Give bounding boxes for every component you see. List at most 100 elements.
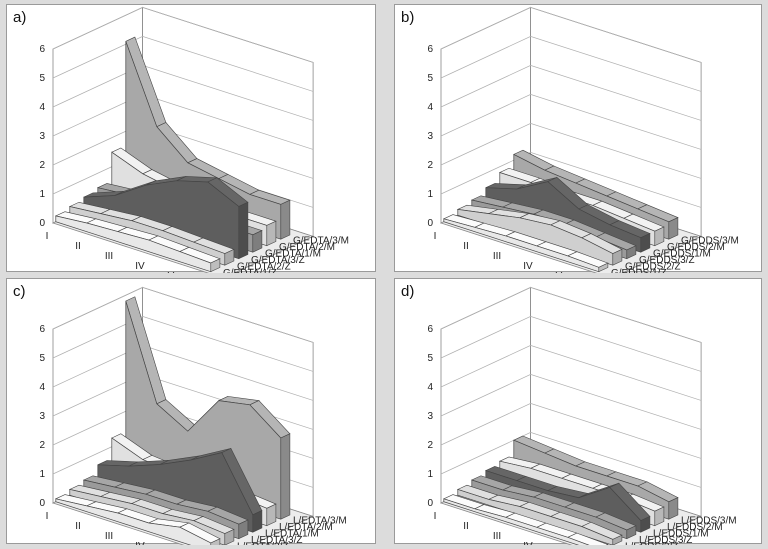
panel-label-c: c) <box>13 283 26 300</box>
series-label: G/EDTA/3/M <box>293 235 349 246</box>
x-tick-label: I <box>46 231 49 242</box>
y-tick-label: 1 <box>427 469 433 480</box>
y-tick-label: 6 <box>39 44 45 55</box>
y-tick-label: 6 <box>39 324 45 335</box>
ribbon-end <box>224 248 235 266</box>
y-tick-label: 1 <box>427 189 433 200</box>
series-label: L/EDDS/3/M <box>681 515 737 526</box>
ribbon-front <box>55 498 212 545</box>
series-label: L/EDDS/2/M <box>667 522 723 533</box>
ribbon-end <box>640 233 651 253</box>
chart-a-plot: 0123456IIIIIIIVVVIG/EDTA/1/ZG/EDTA/2/ZG/… <box>39 6 349 273</box>
ribbon-end <box>238 201 249 260</box>
chart-panel-d: d) 0123456IIIIIIIVVVIL/EDDS/1/ZL/EDDS/2/… <box>394 278 762 545</box>
gridline <box>52 287 314 343</box>
series-label: G/EDDS/1/M <box>653 248 711 259</box>
series-label: G/EDDS/2/Z <box>625 261 681 272</box>
ribbon-end <box>626 245 637 260</box>
ribbon-end <box>266 220 277 247</box>
series-label: G/EDDS/2/M <box>667 242 725 253</box>
series-label: G/EDTA/2/Z <box>237 261 291 272</box>
series-label: L/EDTA/3/Z <box>251 535 303 545</box>
y-tick-label: 4 <box>39 382 45 393</box>
gridline <box>440 403 702 459</box>
ribbon-end <box>252 510 263 533</box>
y-ticks: 0 1 2 3 4 5 6 <box>427 324 433 509</box>
gridlines <box>440 287 702 488</box>
series-g-edds-1-z <box>442 214 609 273</box>
ribbons <box>442 435 679 545</box>
series-label: L/EDTA/2/M <box>279 522 333 533</box>
x-tick-label: I <box>434 231 437 242</box>
ribbon-end <box>210 258 221 273</box>
ribbon-end <box>598 262 609 273</box>
y-tick-label: 0 <box>39 498 45 509</box>
ribbons <box>54 36 291 273</box>
y-tick-label: 2 <box>39 160 45 171</box>
gridline <box>440 65 702 121</box>
gridline <box>440 374 702 430</box>
gridline <box>440 36 702 92</box>
ribbon-end <box>280 199 291 240</box>
ribbon-end <box>612 248 623 266</box>
series-labels: G/EDDS/1/ZG/EDDS/2/ZG/EDDS/3/ZG/EDDS/1/M… <box>611 235 739 273</box>
y-tick-label: 4 <box>427 102 433 113</box>
gridline <box>52 36 314 92</box>
ribbon-front <box>443 498 590 545</box>
series-l-edds-1-z <box>442 494 609 545</box>
ribbons <box>54 296 291 545</box>
gridline <box>440 345 702 401</box>
y-tick-label: 6 <box>427 324 433 335</box>
series-g-edta-1-z <box>54 211 221 273</box>
x-tick-label: IV <box>135 541 145 545</box>
x-tick-label: III <box>493 251 501 262</box>
x-tick-label: III <box>105 531 113 542</box>
x-tick-label: II <box>75 241 81 252</box>
x-tick-label: I <box>434 511 437 522</box>
ribbon-front <box>457 488 614 545</box>
series-label: G/EDDS/1/Z <box>611 268 667 273</box>
series-label: G/EDTA/1/Z <box>223 268 277 273</box>
chart-panel-b: b) 0123456IIIIIIIVVVIG/EDDS/1/ZG/EDDS/2/… <box>394 4 762 273</box>
x-tick-label: IV <box>523 261 533 272</box>
x-tick-label: II <box>463 241 469 252</box>
chart-d-plot: 0123456IIIIIIIVVVIL/EDDS/1/ZL/EDDS/2/ZL/… <box>427 286 737 545</box>
gridline <box>440 94 702 150</box>
series-label: G/EDTA/2/M <box>279 242 335 253</box>
y-tick-label: 0 <box>427 218 433 229</box>
x-tick-label: II <box>75 521 81 532</box>
series-labels: L/EDTA/1/ZL/EDTA/2/ZL/EDTA/3/ZL/EDTA/1/M… <box>237 515 347 545</box>
y-ticks: 0 1 2 3 4 5 6 <box>39 324 45 509</box>
panel-label-b: b) <box>401 9 415 26</box>
ribbon-end <box>266 503 277 527</box>
y-tick-label: 5 <box>39 353 45 364</box>
series-l-edta-1-z <box>54 494 221 545</box>
ribbon-end <box>252 230 263 253</box>
ribbon-end <box>668 217 679 240</box>
y-tick-label: 6 <box>427 44 433 55</box>
x-tick-label: III <box>105 251 113 262</box>
panel-label-d: d) <box>401 283 415 300</box>
gridline <box>440 123 702 179</box>
x-ticks: IIIIIIIVVVI <box>46 231 175 273</box>
ribbon-end <box>640 515 651 533</box>
series-label: L/EDDS/1/M <box>653 528 709 539</box>
ribbons <box>442 149 679 273</box>
ribbon-top-segment <box>567 532 609 545</box>
gridline <box>440 7 702 63</box>
x-tick-label: IV <box>523 541 533 545</box>
series-label: G/EDDS/3/Z <box>639 255 695 266</box>
chart-panel-c: c) 0123456IIIIIIIVVVIL/EDTA/1/ZL/EDTA/2/… <box>6 278 376 545</box>
ribbon-end <box>238 519 249 540</box>
y-tick-label: 3 <box>39 411 45 422</box>
y-tick-label: 1 <box>39 469 45 480</box>
x-tick-label: I <box>46 511 49 522</box>
gridline <box>440 432 702 488</box>
series-label: G/EDTA/3/Z <box>251 255 305 266</box>
ribbon-end <box>210 538 221 545</box>
y-tick-label: 4 <box>427 382 433 393</box>
y-tick-label: 5 <box>39 73 45 84</box>
chart-b-plot: 0123456IIIIIIIVVVIG/EDDS/1/ZG/EDDS/2/ZG/… <box>427 6 739 273</box>
y-ticks: 0 1 2 3 4 5 6 <box>39 44 45 229</box>
